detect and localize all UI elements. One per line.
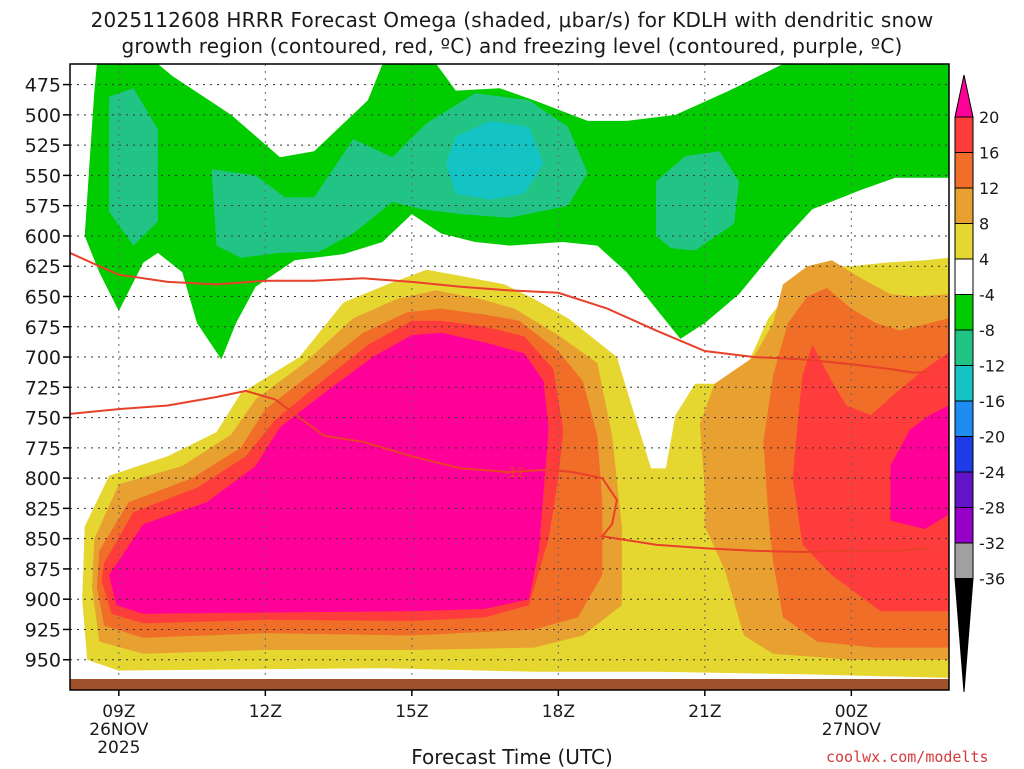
ytick-label-900: 900: [25, 589, 61, 611]
ytick-label-550: 550: [25, 165, 61, 187]
ytick-label-575: 575: [25, 196, 61, 218]
ytick-label-750: 750: [25, 408, 61, 430]
dendritic-growth-contours: -12: [69, 251, 930, 554]
xtick-label-09Z: 09Z: [102, 702, 135, 722]
ytick-label-700: 700: [25, 347, 61, 369]
colorbar-label--20: -20: [979, 428, 1005, 447]
colorbar-label--28: -28: [979, 499, 1005, 518]
colorbar-label-8: 8: [979, 215, 989, 234]
colorbar-swatch-1: [954, 116, 974, 153]
plot-frame: [69, 63, 950, 691]
omega-region-11: [792, 344, 949, 612]
xtick-label-15Z: 15Z: [395, 702, 428, 722]
ytick-label-475: 475: [25, 75, 61, 97]
colorbar-swatch-8: [954, 365, 974, 402]
colorbar-swatch-3: [954, 187, 974, 224]
colorbar-label--24: -24: [979, 463, 1005, 482]
x-axis-title: Forecast Time (UTC): [411, 745, 613, 769]
ytick-label-725: 725: [25, 377, 61, 399]
terrain-strip: [70, 679, 949, 690]
colorbar-label-12: 12: [979, 179, 999, 198]
colorbar-label--12: -12: [979, 357, 1005, 376]
colorbar-swatch-7: [954, 329, 974, 366]
xtick-label-26NOV: 26NOV: [89, 720, 148, 740]
colorbar-bottom-arrow: [954, 578, 974, 693]
xtick-label-12Z: 12Z: [249, 702, 282, 722]
colorbar-label--16: -16: [979, 392, 1005, 411]
colorbar-label--36: -36: [979, 570, 1005, 589]
dgz-contour-0: [69, 251, 930, 374]
colorbar-label-20: 20: [979, 108, 999, 127]
chart-title-line-2: growth region (contoured, red, ºC) and f…: [121, 34, 903, 58]
colorbar-top-arrow: [954, 74, 974, 118]
xtick-label-00Z: 00Z: [835, 702, 868, 722]
omega-shaded-regions: [82, 64, 949, 678]
colorbar-label-4: 4: [979, 250, 989, 269]
ytick-label-675: 675: [25, 317, 61, 339]
surface-strip: [70, 679, 949, 690]
omega-region-3: [656, 151, 739, 251]
ytick-label-925: 925: [25, 619, 61, 641]
ytick-label-650: 650: [25, 286, 61, 308]
colorbar-label--32: -32: [979, 534, 1005, 553]
ytick-label-500: 500: [25, 105, 61, 127]
xtick-label-18Z: 18Z: [542, 702, 575, 722]
colorbar-swatch-13: [954, 542, 974, 579]
credit-link[interactable]: coolwx.com/modelts: [826, 748, 989, 766]
plot-gridlines: [70, 64, 949, 679]
colorbar-swatch-6: [954, 294, 974, 331]
xtick-label-21Z: 21Z: [688, 702, 721, 722]
contour-label: -12: [504, 466, 525, 481]
chart-title-line-1: 2025112608 HRRR Forecast Omega (shaded, …: [90, 8, 934, 32]
colorbar: 20 16 12 8 4 -4 -8 -12 -16 -20 -24 -28 -32 -36: [954, 74, 1005, 693]
ytick-label-775: 775: [25, 438, 61, 460]
ytick-label-875: 875: [25, 559, 61, 581]
ytick-label-625: 625: [25, 256, 61, 278]
omega-region-12: [109, 332, 549, 614]
xtick-label-27NOV: 27NOV: [822, 720, 881, 740]
omega-region-1: [109, 88, 158, 246]
omega-region-4: [446, 120, 544, 200]
ytick-label-800: 800: [25, 468, 61, 490]
colorbar-swatch-2: [954, 152, 974, 189]
ytick-label-525: 525: [25, 135, 61, 157]
xtick-label-2025: 2025: [97, 738, 140, 758]
colorbar-swatch-10: [954, 436, 974, 473]
ytick-label-950: 950: [25, 650, 61, 672]
dgz-contour-1: [69, 389, 930, 554]
ytick-label-850: 850: [25, 529, 61, 551]
ytick-label-825: 825: [25, 498, 61, 520]
omega-region-13: [890, 405, 949, 529]
colorbar-label--4: -4: [979, 286, 995, 305]
colorbar-swatch-11: [954, 471, 974, 508]
colorbar-swatch-9: [954, 400, 974, 437]
colorbar-swatch-5: [954, 258, 974, 295]
ytick-label-600: 600: [25, 226, 61, 248]
colorbar-swatch-12: [954, 507, 974, 544]
colorbar-swatch-4: [954, 223, 974, 260]
colorbar-label-16: 16: [979, 144, 999, 163]
y-axis-ticks: 475 500 525 550 575 600 625 650 675 700 725 750 775 8…: [25, 75, 70, 672]
colorbar-label--8: -8: [979, 321, 995, 340]
